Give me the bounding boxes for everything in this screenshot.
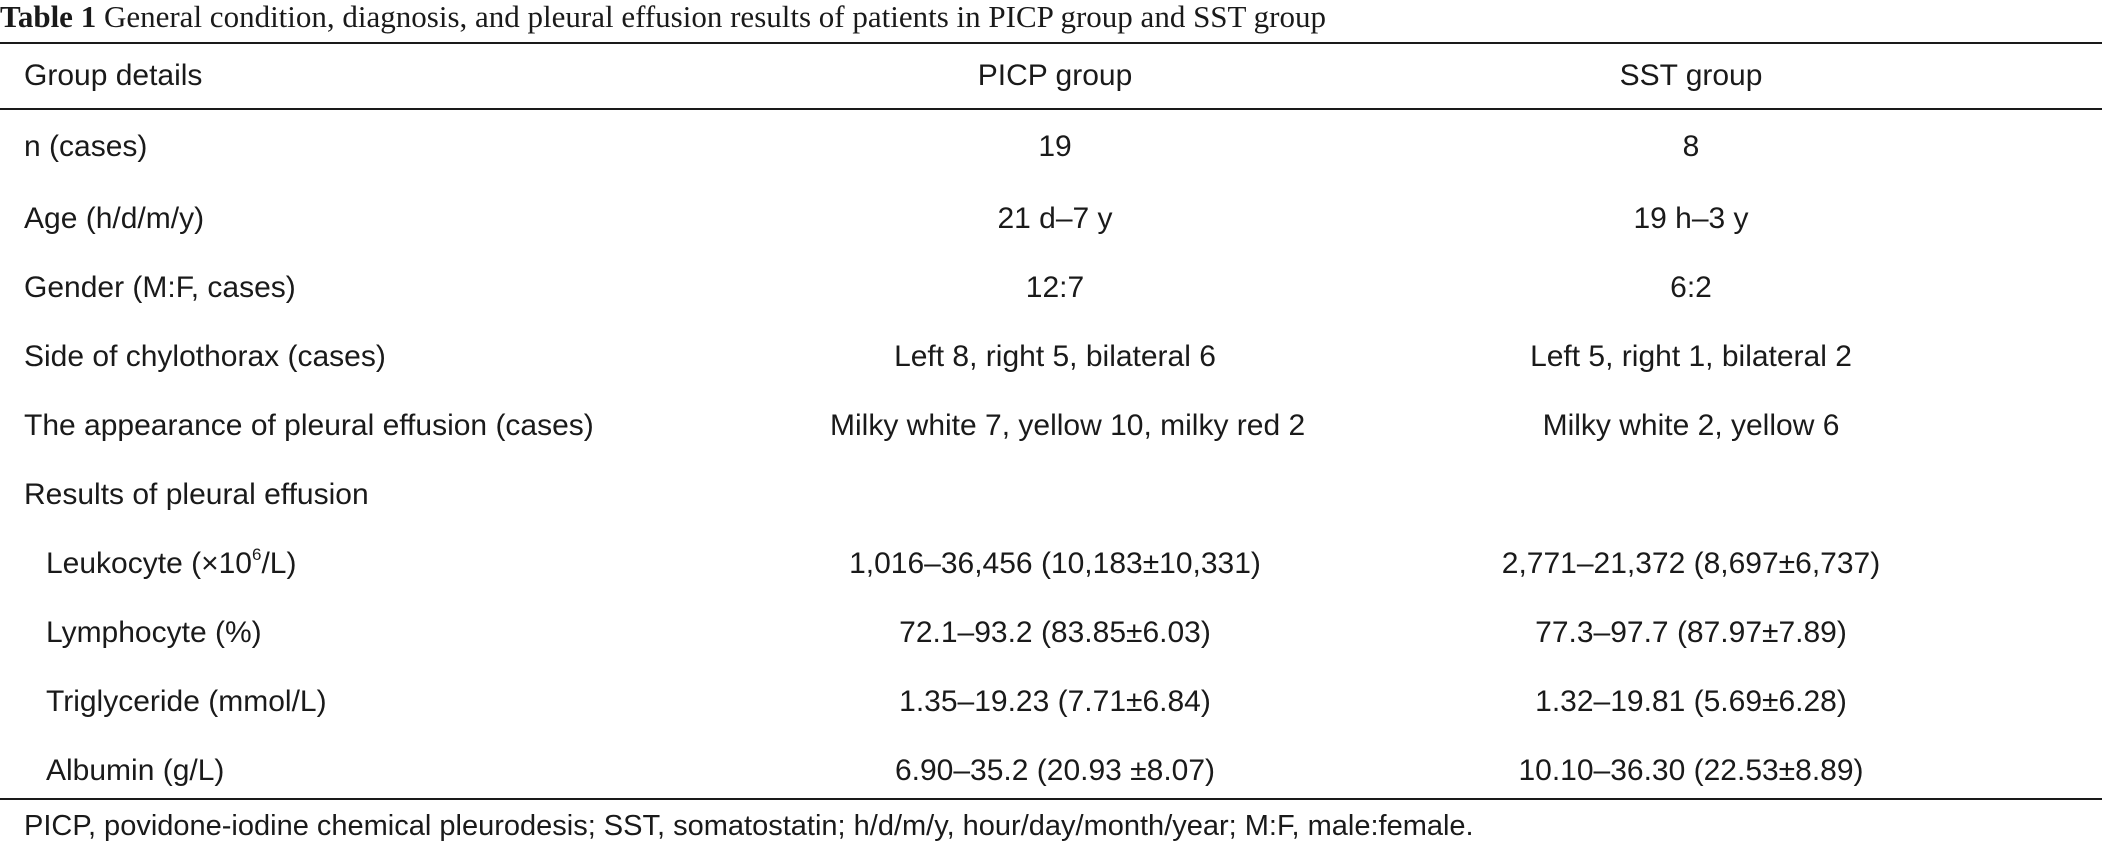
picp-value: 1,016–36,456 (10,183±10,331) (849, 546, 1261, 580)
table-row-appearance-of-effusion: The appearance of pleural effusion (case… (0, 391, 2102, 460)
sst-value: 1.32–19.81 (5.69±6.28) (1535, 684, 1847, 718)
picp-value: 12:7 (1025, 270, 1085, 304)
results-table: Group details PICP group SST group n (ca… (0, 44, 2102, 805)
table-footnote: PICP, povidone-iodine chemical pleurodes… (24, 810, 1474, 842)
table-row-age: Age (h/d/m/y) 21 d–7 y 19 h–3 y (0, 184, 2102, 253)
column-header-sst-group: SST group (1619, 59, 1763, 92)
bottom-rule (0, 798, 2102, 800)
row-label: Age (h/d/m/y) (24, 201, 205, 235)
table-row-results-section: Results of pleural effusion (0, 460, 2102, 529)
row-label: Leukocyte (×106/L) (0, 529, 830, 598)
table-row-gender: Gender (M:F, cases) 12:7 6:2 (0, 253, 2102, 322)
column-header-group-details: Group details (24, 59, 203, 92)
sst-value: 19 h–3 y (1633, 201, 1749, 235)
table-row-triglyceride: Triglyceride (mmol/L) 1.35–19.23 (7.71±6… (0, 667, 2102, 736)
picp-value: 21 d–7 y (997, 201, 1113, 235)
sst-value: 10.10–36.30 (22.53±8.89) (1518, 753, 1864, 787)
table-caption-label: Table 1 (0, 0, 97, 34)
top-rule (0, 42, 2102, 44)
header-rule (0, 108, 2102, 110)
row-label: n (cases) (24, 130, 148, 163)
row-label: Side of chylothorax (cases) (24, 339, 386, 373)
picp-value: 72.1–93.2 (83.85±6.03) (899, 615, 1211, 649)
row-label: Albumin (g/L) (46, 753, 225, 787)
row-label-text: Leukocyte (×10 (46, 546, 252, 580)
sst-value: 8 (1682, 130, 1700, 163)
sst-value: Milky white 2, yellow 6 (1542, 408, 1840, 442)
table-caption-text: General condition, diagnosis, and pleura… (103, 0, 1327, 34)
row-label: The appearance of pleural effusion (case… (24, 408, 594, 442)
table-row-lymphocyte: Lymphocyte (%) 72.1–93.2 (83.85±6.03) 77… (0, 598, 2102, 667)
picp-value: 6.90–35.2 (20.93 ±8.07) (894, 753, 1216, 787)
row-label-unit: /L) (261, 546, 297, 580)
table-row-albumin: Albumin (g/L) 6.90–35.2 (20.93 ±8.07) 10… (0, 736, 2102, 805)
table-row-n-cases: n (cases) 19 8 (0, 108, 2102, 184)
sst-value: 77.3–97.7 (87.97±7.89) (1535, 615, 1847, 649)
picp-value (830, 460, 1280, 529)
sst-value: 2,771–21,372 (8,697±6,737) (1501, 546, 1881, 580)
table-row-leukocyte: Leukocyte (×106/L) 1,016–36,456 (10,183±… (0, 529, 2102, 598)
superscript-exponent: 6 (251, 544, 262, 564)
picp-value: 19 (1038, 130, 1072, 163)
section-label: Results of pleural effusion (24, 477, 369, 511)
row-label: Triglyceride (mmol/L) (46, 684, 327, 718)
sst-value: Left 5, right 1, bilateral 2 (1530, 339, 1852, 373)
sst-value (1280, 460, 2102, 529)
column-header-picp-group: PICP group (977, 59, 1133, 92)
table-caption: Table 1 General condition, diagnosis, an… (0, 0, 2102, 42)
row-label: Gender (M:F, cases) (24, 270, 296, 304)
sst-value: 6:2 (1670, 270, 1712, 304)
picp-value: Milky white 7, yellow 10, milky red 2 (830, 408, 1306, 442)
row-label: Lymphocyte (%) (46, 615, 262, 649)
picp-value: Left 8, right 5, bilateral 6 (894, 339, 1216, 373)
table-header-row: Group details PICP group SST group (0, 44, 2102, 108)
table-row-side-of-chylothorax: Side of chylothorax (cases) Left 8, righ… (0, 322, 2102, 391)
picp-value: 1.35–19.23 (7.71±6.84) (899, 684, 1211, 718)
